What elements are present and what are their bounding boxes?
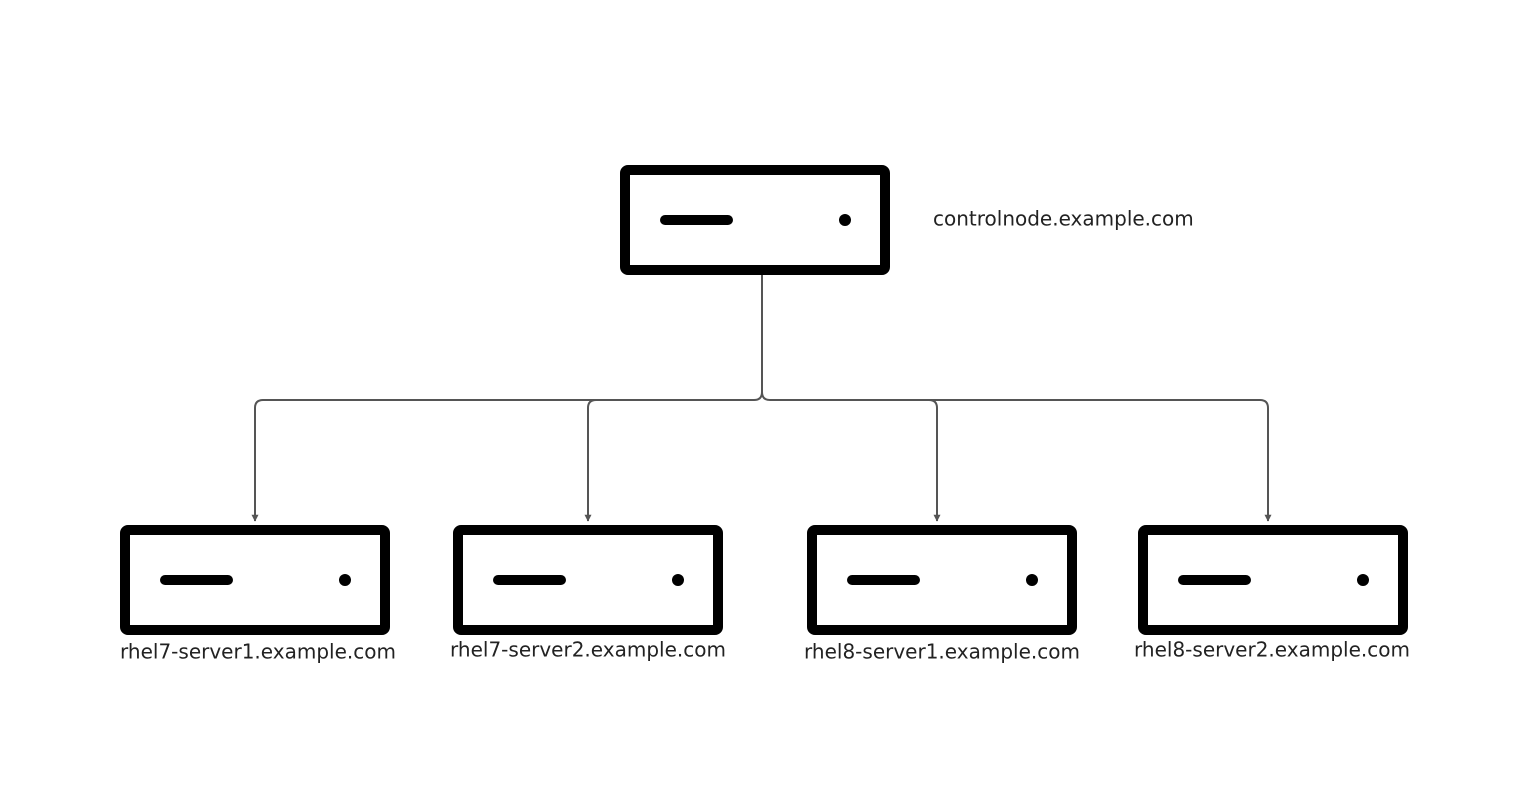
server-box bbox=[453, 525, 723, 635]
connector bbox=[761, 391, 1272, 522]
server-led bbox=[839, 214, 851, 226]
node-label: rhel7-server1.example.com bbox=[120, 640, 396, 664]
server-box bbox=[120, 525, 390, 635]
server-led bbox=[339, 574, 351, 586]
control-node bbox=[620, 165, 890, 275]
connector bbox=[251, 275, 763, 522]
node-label: rhel7-server2.example.com bbox=[450, 638, 726, 662]
server-led bbox=[672, 574, 684, 586]
managed-node bbox=[1138, 525, 1408, 635]
server-led bbox=[1357, 574, 1369, 586]
server-box bbox=[1138, 525, 1408, 635]
managed-node bbox=[807, 525, 1077, 635]
connector bbox=[928, 399, 941, 522]
node-label: controlnode.example.com bbox=[933, 207, 1194, 231]
managed-node bbox=[453, 525, 723, 635]
server-box bbox=[620, 165, 890, 275]
server-box bbox=[807, 525, 1077, 635]
connector bbox=[584, 399, 597, 522]
node-label: rhel8-server2.example.com bbox=[1134, 638, 1410, 662]
managed-node bbox=[120, 525, 390, 635]
server-led bbox=[1026, 574, 1038, 586]
node-label: rhel8-server1.example.com bbox=[804, 640, 1080, 664]
connectors bbox=[251, 275, 1272, 522]
